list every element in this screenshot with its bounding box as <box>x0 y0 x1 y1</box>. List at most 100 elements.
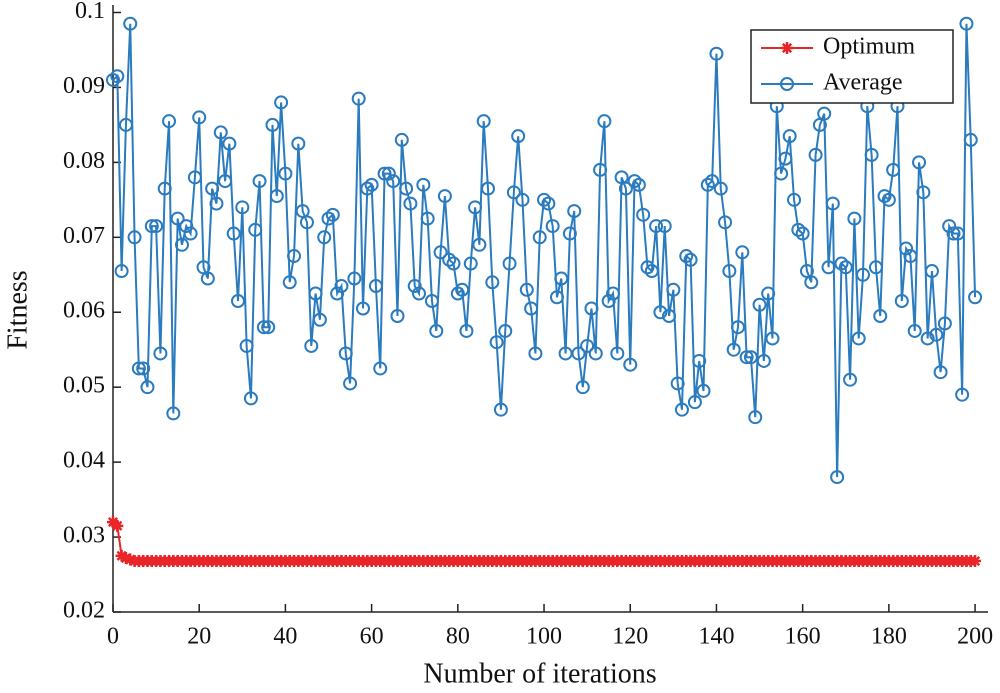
data-point <box>106 72 120 87</box>
data-point <box>735 245 750 260</box>
data-point <box>274 95 289 110</box>
data-point <box>192 110 207 125</box>
data-point <box>662 308 677 323</box>
y-tick-label: 0.07 <box>63 223 105 249</box>
data-point <box>726 342 741 357</box>
data-point <box>606 286 620 301</box>
data-point <box>183 226 198 241</box>
data-point <box>968 290 983 305</box>
data-point <box>463 256 478 271</box>
x-tick-label: 100 <box>526 624 562 650</box>
data-point <box>524 301 539 316</box>
x-tick-label: 180 <box>871 624 907 650</box>
data-point <box>554 271 569 286</box>
legend-label: Optimum <box>823 34 915 60</box>
data-point <box>136 361 151 376</box>
data-point <box>856 267 870 282</box>
data-point <box>424 294 439 309</box>
data-point <box>597 114 612 129</box>
legend-marker <box>780 77 794 91</box>
data-point <box>252 174 267 189</box>
data-point <box>825 196 840 211</box>
data-point <box>179 219 194 234</box>
data-point <box>700 177 715 192</box>
data-point <box>912 155 927 170</box>
y-tick-label: 0.04 <box>63 448 105 474</box>
data-point <box>476 114 491 129</box>
data-point <box>261 320 276 335</box>
data-point <box>946 226 961 241</box>
data-point <box>696 383 711 398</box>
x-tick-label: 20 <box>187 624 211 650</box>
data-point <box>804 275 819 290</box>
data-point <box>795 226 810 241</box>
data-point <box>774 166 789 181</box>
data-point <box>666 282 681 297</box>
data-point <box>162 114 177 129</box>
data-point <box>907 323 922 338</box>
data-point <box>623 357 638 372</box>
data-point <box>843 372 858 387</box>
data-point <box>916 185 931 200</box>
data-point <box>394 132 409 147</box>
data-point <box>330 286 345 301</box>
y-axis-label: Fitness <box>2 270 33 349</box>
data-point <box>627 174 642 189</box>
legend-box <box>750 29 954 104</box>
data-point <box>636 207 651 222</box>
data-point <box>571 346 586 361</box>
data-point <box>834 256 849 271</box>
data-point <box>963 132 978 147</box>
data-point <box>209 196 224 211</box>
data-point <box>347 271 362 286</box>
y-tick-label: 0.05 <box>63 373 105 399</box>
data-point <box>377 166 392 181</box>
data-point <box>644 264 659 279</box>
data-point <box>174 237 189 252</box>
data-point <box>782 129 797 144</box>
data-point <box>123 16 138 31</box>
data-point <box>119 552 132 565</box>
data-point <box>515 192 530 207</box>
data-point <box>567 204 582 219</box>
data-point <box>937 316 952 331</box>
data-point <box>498 323 513 338</box>
data-point <box>877 189 892 204</box>
data-point <box>166 406 181 421</box>
data-point <box>317 230 332 245</box>
data-point <box>942 219 957 234</box>
data-point <box>886 162 901 177</box>
data-point <box>502 256 517 271</box>
data-point <box>304 338 319 353</box>
data-point <box>226 226 241 241</box>
data-point <box>821 260 836 275</box>
data-point <box>549 290 564 305</box>
data-point <box>873 308 888 323</box>
data-point <box>765 331 780 346</box>
data-point <box>205 181 220 196</box>
data-point <box>485 275 500 290</box>
data-point <box>575 380 590 395</box>
data-point <box>752 297 767 312</box>
data-point <box>519 282 534 297</box>
data-point <box>851 331 866 346</box>
data-point <box>187 170 202 185</box>
y-tick-label: 0.02 <box>63 598 105 624</box>
data-point <box>481 181 495 196</box>
data-point <box>778 151 793 166</box>
data-point <box>403 196 418 211</box>
y-tick-label: 0.08 <box>63 148 105 174</box>
data-point <box>200 271 215 286</box>
data-point <box>610 346 625 361</box>
data-point <box>683 252 698 267</box>
x-tick-label: 140 <box>698 624 734 650</box>
data-point <box>679 249 694 264</box>
data-point <box>670 376 685 391</box>
data-point <box>459 323 474 338</box>
data-point <box>312 312 327 327</box>
data-point <box>489 335 504 350</box>
data-point <box>532 230 547 245</box>
data-point <box>386 174 401 189</box>
data-point <box>748 410 763 425</box>
data-point <box>562 226 577 241</box>
